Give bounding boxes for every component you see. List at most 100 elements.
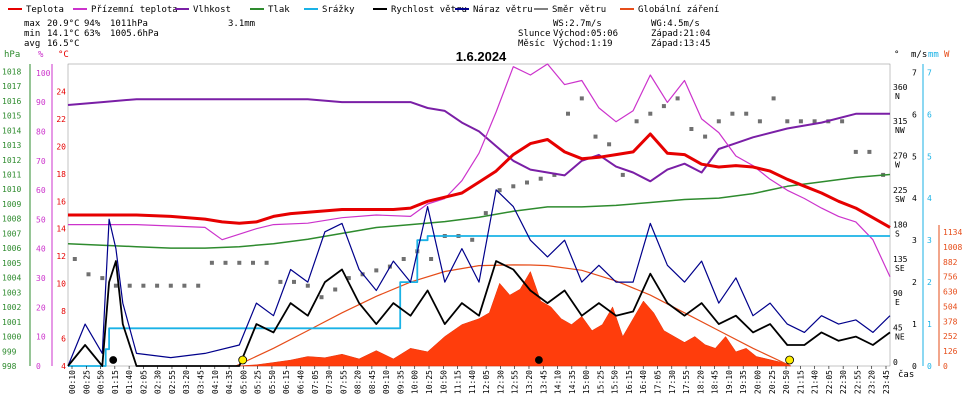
- y-tick-label: 1002: [2, 303, 21, 312]
- wind-direction-point: [785, 119, 790, 124]
- radiation-axis-unit: W: [944, 50, 950, 60]
- pressure-axis-unit: hPa: [4, 50, 20, 60]
- direction-tick-label: 270: [893, 152, 908, 161]
- direction-tick-compass: W: [895, 161, 900, 170]
- x-tick-label: 13:45: [539, 370, 548, 394]
- wind-direction-point: [675, 96, 680, 101]
- direction-tick-compass: SE: [895, 264, 905, 273]
- y-tick-label: 24: [56, 88, 66, 97]
- legend: Teplota Přízemní teplota Vlhkost Tlak Srážky…: [8, 5, 719, 15]
- y-tick-label: 30: [36, 274, 46, 283]
- series-naraz-vetru: [67, 189, 891, 367]
- wind-direction-point: [182, 283, 187, 288]
- y-tick-label: 16: [56, 197, 66, 206]
- series-tlak: [67, 173, 891, 249]
- wind-direction-point: [374, 268, 379, 273]
- stats-sun-rise: Východ:05:06: [553, 29, 618, 39]
- x-tick-label: 17:55: [682, 370, 691, 394]
- x-tick-label: 16:15: [625, 370, 634, 394]
- wind-direction-point: [757, 119, 762, 124]
- wind-direction-point: [113, 283, 118, 288]
- wind-direction-point: [237, 260, 242, 265]
- wind-direction-point: [333, 287, 338, 292]
- plot-area: [67, 63, 891, 367]
- wind-tick-label: 0: [912, 362, 917, 371]
- wind-direction-point: [483, 211, 488, 216]
- radiation-tick-label: 756: [943, 273, 958, 282]
- rain-tick-label: 0: [927, 362, 932, 371]
- y-tick-label: 22: [56, 115, 66, 124]
- y-tick-label: 1014: [2, 126, 21, 135]
- x-tick-label: 07:55: [339, 370, 348, 394]
- direction-tick-label: 360: [893, 83, 908, 92]
- x-tick-label: 14:10: [554, 370, 563, 394]
- x-tick-label: 04:10: [211, 370, 220, 394]
- stats-max-label: max: [24, 19, 41, 29]
- wind-direction-point: [251, 260, 255, 265]
- wind-tick-label: 4: [912, 194, 917, 203]
- wind-tick-label: 5: [912, 152, 917, 161]
- wind-direction-point: [470, 237, 475, 242]
- temperature-axis-unit: °C: [58, 50, 69, 60]
- y-tick-label: 999: [2, 347, 17, 356]
- x-tick-label: 13:20: [525, 370, 534, 394]
- stats-avg-label: avg: [24, 39, 40, 49]
- x-tick-label: 15:50: [611, 370, 620, 394]
- x-tick-label: 00:50: [97, 370, 106, 394]
- stats-min-press: 1005.6hPa: [110, 29, 159, 39]
- direction-tick-compass: SW: [895, 195, 905, 204]
- stats-sun-set: Západ:21:04: [651, 29, 711, 39]
- y-tick-label: 1008: [2, 215, 21, 224]
- radiation-tick-label: 882: [943, 258, 958, 267]
- stats-min-hum: 63%: [84, 29, 101, 39]
- y-tick-label: 10: [36, 333, 46, 342]
- direction-tick-label: 180: [893, 220, 908, 229]
- wind-direction-point: [648, 111, 653, 116]
- y-tick-label: 40: [36, 245, 46, 254]
- wind-direction-point: [812, 119, 817, 124]
- x-tick-label: 17:05: [654, 370, 663, 394]
- x-tick-label: 03:20: [182, 370, 191, 394]
- x-tick-label: 07:05: [311, 370, 320, 394]
- rain-tick-label: 5: [927, 152, 932, 161]
- wind-direction-point: [511, 184, 516, 189]
- y-tick-label: 1005: [2, 259, 21, 268]
- wind-direction-point: [497, 188, 502, 193]
- wind-direction-point: [72, 257, 77, 261]
- y-tick-label: 1000: [2, 333, 21, 342]
- y-tick-label: 14: [56, 225, 66, 234]
- radiation-tick-label: 630: [943, 288, 958, 297]
- stats-moon-label: Měsíc: [518, 39, 545, 49]
- wind-tick-label: 6: [912, 110, 917, 119]
- x-tick-label: 16:40: [639, 370, 648, 394]
- y-tick-label: 1003: [2, 288, 21, 297]
- x-tick-label: 02:30: [154, 370, 163, 394]
- y-tick-label: 1004: [2, 274, 21, 283]
- wind-direction-point: [607, 142, 612, 147]
- wind-direction-point: [305, 283, 310, 288]
- stats-ws: WS:2.7m/s: [553, 19, 602, 29]
- direction-tick-label: 225: [893, 186, 908, 195]
- series-srazky: [68, 235, 890, 367]
- x-axis-label: čas: [898, 369, 914, 380]
- x-tick-label: 20:25: [768, 370, 777, 394]
- y-tick-label: 1009: [2, 200, 21, 209]
- wind-direction-point: [196, 283, 201, 288]
- wind-direction-point: [716, 119, 721, 124]
- x-tick-label: 09:10: [382, 370, 391, 394]
- wind-direction-point: [429, 257, 434, 261]
- x-tick-label: 04:35: [225, 370, 234, 394]
- x-tick-label: 15:25: [596, 370, 605, 394]
- series-prizemni-teplota: [68, 63, 891, 278]
- direction-tick-compass: N: [895, 92, 900, 101]
- x-tick-label: 05:00: [239, 370, 248, 394]
- wind-direction-point: [127, 283, 132, 288]
- legend-label-tlak: Tlak: [268, 5, 290, 15]
- rain-tick-label: 7: [927, 68, 932, 77]
- wind-direction-point: [730, 111, 735, 116]
- y-tick-label: 70: [36, 157, 46, 166]
- wind-direction-point: [566, 111, 570, 116]
- wind-direction-point: [346, 276, 351, 281]
- x-tick-label: 12:55: [511, 370, 520, 394]
